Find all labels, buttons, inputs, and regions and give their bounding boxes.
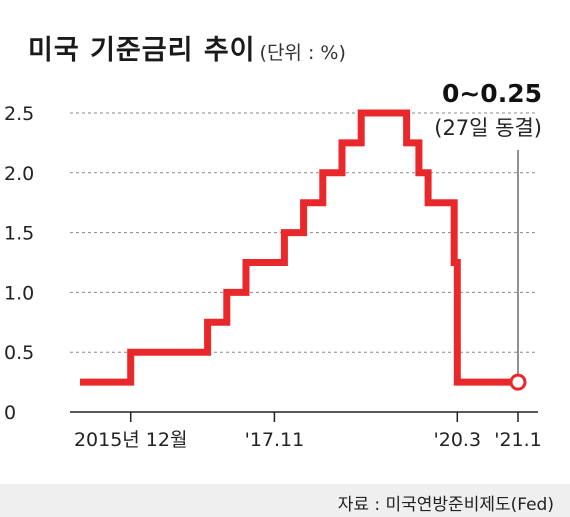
y-tick-label: 2.0 <box>4 163 34 185</box>
y-tick-label: 1.0 <box>4 282 34 304</box>
annotation-note: (27일 동결) <box>434 116 542 140</box>
x-tick-label: '17.11 <box>245 429 305 451</box>
end-marker <box>509 373 527 391</box>
y-tick-label: 1.5 <box>4 223 34 245</box>
unit-label: (단위 : %) <box>259 42 346 64</box>
x-tick-label: 2015년 12월 <box>74 429 188 451</box>
source-footer: 자료 : 미국연방준비제도(Fed) <box>0 484 570 517</box>
x-tick-label: '21.1 <box>494 429 542 451</box>
series-line <box>80 109 518 386</box>
rate-chart: 0 0.5 1.0 1.5 2.0 2.5 2015년 12월 '17.11 '20.3 '21.… <box>4 79 542 451</box>
y-tick-label: 0.5 <box>4 342 34 364</box>
chart-title-text: 미국 기준금리 추이 <box>28 35 256 66</box>
source-text: 자료 : 미국연방준비제도(Fed) <box>337 495 554 515</box>
annotation-value: 0~0.25 <box>442 79 542 108</box>
y-tick-label: 0 <box>4 402 16 424</box>
x-tick-label: '20.3 <box>434 429 482 451</box>
chart-title: 미국 기준금리 추이 (단위 : %) <box>28 28 346 67</box>
y-tick-label: 2.5 <box>4 103 34 125</box>
